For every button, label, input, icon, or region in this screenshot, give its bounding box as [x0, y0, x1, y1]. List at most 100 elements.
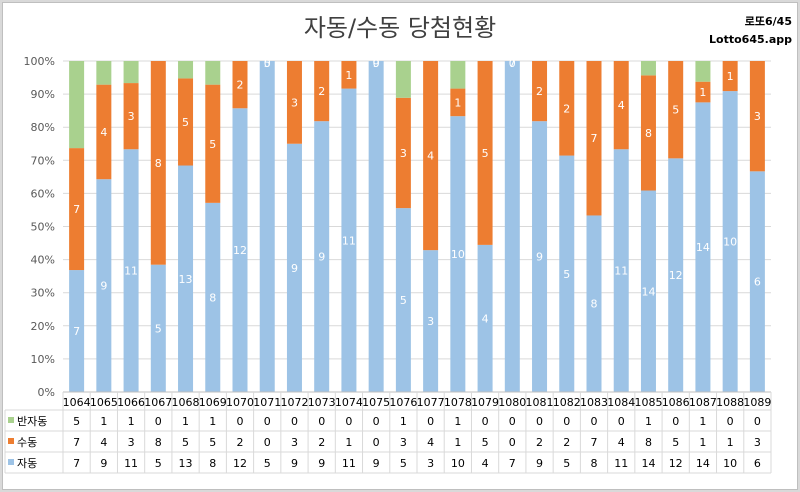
table-cell: 5 — [264, 457, 271, 470]
category-label: 1075 — [362, 396, 390, 409]
auto-segment — [259, 61, 275, 392]
category-label: 1078 — [444, 396, 472, 409]
manual-segment — [232, 61, 248, 109]
brand-site: Lotto645.app — [709, 33, 792, 46]
data-table: 1064 1065 1066 1067 1068 1069 1070 1071 1072 1073… — [4, 391, 772, 474]
auto-label: 9 — [100, 280, 107, 293]
table-cell: 5 — [209, 436, 216, 449]
table-cell: 0 — [563, 415, 570, 428]
table-cell: 1 — [209, 415, 216, 428]
auto-segment — [232, 108, 248, 393]
y-tick-label: 100% — [24, 55, 55, 68]
manual-label: 1 — [345, 69, 352, 82]
legend-swatch — [8, 438, 14, 444]
manual-label: 2 — [536, 85, 543, 98]
manual-label: 3 — [128, 110, 135, 123]
table-cell: 12 — [233, 457, 247, 470]
auto-label: 10 — [723, 236, 737, 249]
table-cell: 0 — [345, 415, 352, 428]
manual-segment — [205, 84, 221, 203]
table-cell: 5 — [400, 457, 407, 470]
table-cell: 8 — [209, 457, 216, 470]
manual-label: 3 — [400, 147, 407, 160]
table-cell: 0 — [672, 415, 679, 428]
table-cell: 7 — [73, 436, 80, 449]
auto-label: 9 — [291, 262, 298, 275]
table-cell: 2 — [318, 436, 325, 449]
manual-label: 0 — [509, 57, 516, 70]
auto-label: 6 — [754, 276, 761, 289]
auto-label: 11 — [342, 234, 356, 247]
category-label: 1084 — [607, 396, 635, 409]
auto-label: 10 — [451, 248, 465, 261]
table-cell: 0 — [318, 415, 325, 428]
y-tick-label: 80% — [31, 121, 55, 134]
manual-segment — [395, 97, 411, 209]
table-cell: 0 — [291, 415, 298, 428]
semi-auto-segment — [178, 61, 194, 79]
legend-swatch — [8, 417, 14, 423]
table-cell: 5 — [563, 457, 570, 470]
auto-label: 7 — [509, 57, 516, 70]
auto-segment — [450, 116, 466, 393]
table-cell: 14 — [696, 457, 710, 470]
manual-segment — [586, 61, 602, 216]
table-cell: 9 — [536, 457, 543, 470]
manual-label: 3 — [291, 96, 298, 109]
category-label: 1085 — [634, 396, 662, 409]
manual-label: 0 — [264, 57, 271, 70]
table-cell: 0 — [509, 436, 516, 449]
manual-segment — [477, 61, 493, 245]
y-tick-label: 40% — [31, 254, 55, 267]
manual-segment — [178, 78, 194, 166]
semi-auto-segment — [96, 61, 112, 85]
table-cell: 8 — [155, 436, 162, 449]
auto-segment — [640, 190, 656, 392]
auto-label: 11 — [614, 265, 628, 278]
manual-label: 4 — [618, 99, 625, 112]
auto-segment — [586, 215, 602, 392]
table-cell: 4 — [482, 457, 489, 470]
y-tick-label: 90% — [31, 88, 55, 101]
table-cell: 5 — [182, 436, 189, 449]
table-cell: 5 — [672, 436, 679, 449]
table-cell: 9 — [373, 457, 380, 470]
table-cell: 0 — [618, 415, 625, 428]
table-cell: 2 — [536, 436, 543, 449]
auto-segment — [205, 202, 221, 392]
auto-label: 5 — [400, 294, 407, 307]
manual-label: 5 — [672, 104, 679, 117]
auto-segment — [150, 264, 166, 392]
table-cell: 5 — [73, 415, 80, 428]
category-label: 1068 — [172, 396, 200, 409]
auto-label: 8 — [209, 291, 216, 304]
bars-group: 7794113581358512250939211190533410145709… — [69, 57, 765, 393]
manual-label: 1 — [727, 70, 734, 83]
manual-segment — [695, 81, 711, 103]
table-cell: 1 — [727, 436, 734, 449]
manual-label: 2 — [237, 79, 244, 92]
semi-auto-segment — [123, 61, 139, 84]
auto-segment — [341, 88, 357, 392]
table-cell: 0 — [264, 415, 271, 428]
category-label: 1065 — [90, 396, 118, 409]
manual-segment — [423, 61, 439, 251]
manual-segment — [123, 83, 139, 150]
manual-label: 5 — [182, 116, 189, 129]
table-cell: 0 — [373, 436, 380, 449]
table-cell: 3 — [427, 457, 434, 470]
auto-segment — [749, 171, 765, 392]
table-cell: 1 — [454, 436, 461, 449]
auto-segment — [423, 250, 439, 392]
manual-segment — [150, 61, 166, 265]
table-cell: 9 — [318, 457, 325, 470]
category-label: 1071 — [253, 396, 281, 409]
category-label: 1074 — [335, 396, 363, 409]
table-cell: 12 — [669, 457, 683, 470]
manual-segment — [640, 75, 656, 191]
table-cell: 0 — [591, 415, 598, 428]
category-label: 1089 — [743, 396, 771, 409]
auto-segment — [504, 61, 520, 392]
legend-label: 자동 — [17, 457, 37, 470]
legend-label: 수동 — [17, 436, 37, 449]
